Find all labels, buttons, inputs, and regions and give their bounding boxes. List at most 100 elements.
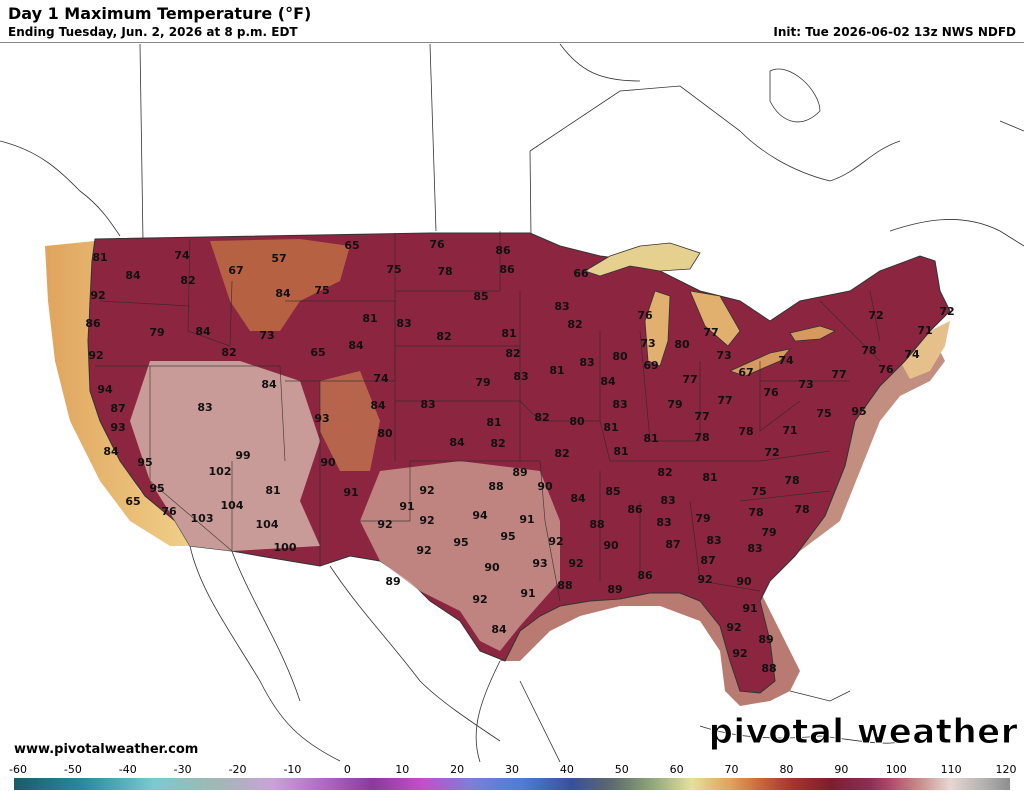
temperature-label: 90 [537,480,553,493]
temperature-label: 92 [548,535,563,548]
temperature-label: 84 [370,399,386,412]
temperature-label: 74 [373,372,389,385]
temperature-label: 84 [103,445,119,458]
state-borders [95,231,881,602]
temperature-label: 85 [473,290,488,303]
temperature-label: 77 [682,373,697,386]
temperature-label: 84 [261,378,277,391]
init-time: Init: Tue 2026-06-02 13z NWS NDFD [773,25,1016,39]
temperature-label: 80 [674,338,690,351]
temperature-label: 92 [377,518,392,531]
temperature-label: 91 [399,500,414,513]
temperature-label: 73 [716,349,731,362]
temperature-label: 77 [831,368,846,381]
colorbar-tick-label: -40 [118,763,137,776]
temperature-label: 89 [607,583,622,596]
temperature-label: 82 [180,274,195,287]
temperature-label: 83 [656,516,671,529]
temperature-colorbar [14,778,1010,790]
temperature-label: 65 [125,495,140,508]
temperature-label: 84 [275,287,291,300]
temperature-label: 81 [265,484,280,497]
temperature-label: 83 [396,317,411,330]
temperature-label: 86 [85,317,101,330]
temperature-label: 65 [344,239,359,252]
temperature-label: 93 [110,421,125,434]
temperature-label: 78 [784,474,799,487]
rockies-cool-zone [320,371,380,471]
temperature-label: 91 [520,587,535,600]
temperature-label: 90 [603,539,619,552]
temperature-label: 79 [667,398,682,411]
temperature-label: 72 [939,305,954,318]
colorbar-tick-label: 110 [940,763,962,776]
temperature-label: 104 [256,518,279,531]
colorbar-tick-label: 10 [395,763,410,776]
temperature-label: 81 [501,327,516,340]
temperature-label: 95 [500,530,515,543]
temperature-label: 77 [717,394,732,407]
temperature-label: 93 [314,412,329,425]
temperature-label: 65 [310,346,325,359]
temperature-label: 76 [161,505,177,518]
southwest-hot-zone [130,361,320,551]
temperature-label: 75 [816,407,831,420]
temperature-label: 83 [660,494,675,507]
temperature-label: 75 [386,263,401,276]
northeast-coastal-shading [900,321,950,379]
temperature-label: 76 [763,386,779,399]
temperature-label: 104 [221,499,244,512]
lake-superior [584,242,701,277]
temperature-label: 69 [643,359,658,372]
temperature-label: 75 [314,284,329,297]
temperature-label: 84 [125,269,141,282]
temperature-label: 91 [519,513,534,526]
lake-huron [689,290,741,347]
temperature-label: 95 [851,405,866,418]
temperature-label: 81 [603,421,618,434]
map-header: Day 1 Maximum Temperature (°F) Ending Tu… [0,0,1024,42]
temperature-label: 82 [554,447,569,460]
map-title: Day 1 Maximum Temperature (°F) [8,4,312,23]
temperature-label: 82 [436,330,451,343]
colorbar-tick-label: 80 [779,763,794,776]
temperature-label: 77 [694,410,709,423]
temperature-label: 78 [694,431,709,444]
temperature-label: 71 [782,424,797,437]
temperature-label: 74 [174,249,190,262]
colorbar-tick-label: -20 [228,763,247,776]
pacific-coastal-shading [45,241,190,546]
temperature-label: 83 [513,370,528,383]
temperature-label: 82 [657,466,672,479]
temperature-label: 91 [742,602,757,615]
map-canvas: 81 84 74 67 57 65 76 86 86 92 82 84 75 75 78 85 66 83 86 79… [0,43,1024,762]
temperature-label: 89 [512,466,527,479]
conus-temperature-field [87,232,951,694]
temperature-label: 81 [549,364,564,377]
temperature-label: 92 [732,647,747,660]
temperature-label: 80 [377,427,393,440]
temperature-label: 81 [702,471,717,484]
temperature-label: 83 [579,356,594,369]
temperature-label: 83 [706,534,721,547]
temperature-label: 94 [472,509,488,522]
temperature-label: 83 [747,542,762,555]
temperature-label: 92 [726,621,741,634]
mountain-cool-zone [210,239,350,331]
temperature-label: 79 [761,526,776,539]
temperature-label: 87 [700,554,715,567]
atlantic-coastal-shading [760,341,945,591]
temperature-label: 99 [235,449,250,462]
temperature-label: 88 [557,579,572,592]
temperature-label: 73 [798,378,813,391]
temperature-label: 78 [748,506,763,519]
colorbar-tick-label: 90 [834,763,849,776]
temperature-label: 88 [488,480,503,493]
temperature-label: 78 [437,265,452,278]
temperature-label: 86 [499,263,515,276]
weather-map[interactable]: 81 84 74 67 57 65 76 86 86 92 82 84 75 75 78 85 66 83 86 79… [0,42,1024,762]
temperature-label: 78 [861,344,876,357]
temperature-label: 83 [612,398,627,411]
colorbar-tick-label: 30 [505,763,519,776]
temperature-label: 82 [221,346,236,359]
